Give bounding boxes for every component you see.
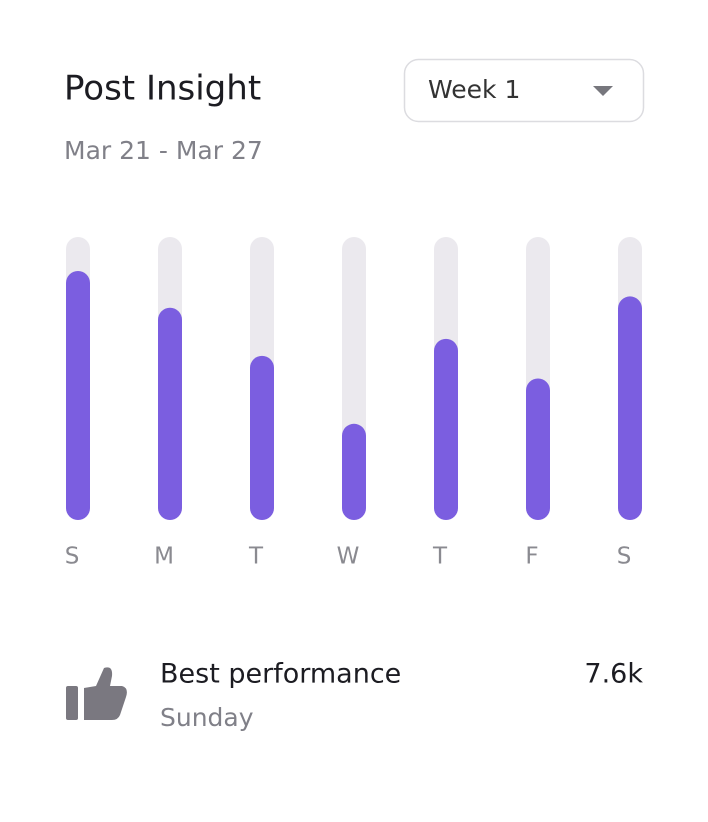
summary-label: Best performance <box>160 659 401 690</box>
thumb-cuff <box>66 686 78 720</box>
title: Post Insight <box>64 69 261 109</box>
dropdown-label[interactable]: Week 1 <box>428 75 520 104</box>
x-tick-label: S <box>65 544 80 570</box>
x-tick-label: T <box>432 544 448 570</box>
x-tick-label: W <box>337 544 360 570</box>
x-tick-label: T <box>248 544 264 570</box>
x-tick-label: S <box>617 544 632 570</box>
bar <box>526 378 550 520</box>
bar <box>158 307 182 520</box>
x-tick-label: M <box>154 544 174 570</box>
week-dropdown[interactable]: Week 1 <box>403 58 645 123</box>
x-tick-label: F <box>525 544 538 570</box>
bar <box>250 355 274 520</box>
date-range: Mar 21 - Mar 27 <box>64 136 263 165</box>
bar <box>342 423 366 520</box>
dropdown-arrow[interactable] <box>593 86 613 96</box>
thumb-icon <box>66 667 127 720</box>
dropdown-box[interactable] <box>403 58 645 123</box>
thumb-hand <box>84 667 127 720</box>
bar <box>434 338 458 520</box>
summary-value: 7.6k <box>584 659 643 690</box>
bar <box>66 270 90 520</box>
bar <box>618 296 642 520</box>
summary-day: Sunday <box>160 703 254 732</box>
